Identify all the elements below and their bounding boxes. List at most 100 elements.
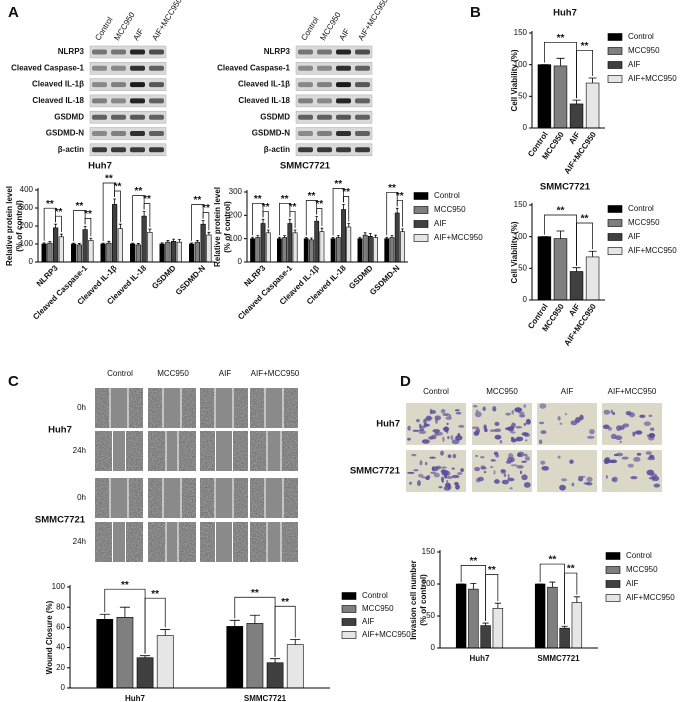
bar — [400, 231, 405, 263]
bar — [309, 239, 314, 263]
blot-band — [298, 98, 313, 104]
cell-dot — [503, 473, 507, 478]
error-bar — [89, 237, 93, 241]
cell-dot — [632, 431, 636, 437]
protein-label: Cleaved IL-18 — [238, 96, 290, 105]
cell-dot — [569, 459, 574, 464]
blot-band — [317, 131, 332, 136]
wound-gap — [112, 522, 126, 562]
cell-dot — [559, 484, 566, 491]
blot-band — [298, 131, 313, 136]
legend-label: Control — [626, 551, 652, 560]
cell-dot — [425, 415, 432, 422]
blot-band — [336, 147, 351, 153]
cell-dot — [412, 429, 420, 432]
cell-dot — [477, 476, 484, 482]
cell-dot — [452, 453, 457, 459]
significance-bracket — [73, 210, 86, 242]
cell-dot — [603, 409, 611, 415]
bar — [571, 602, 583, 649]
wound-gap — [215, 431, 233, 471]
wound-gap — [265, 388, 283, 428]
error-bar — [54, 223, 58, 228]
chart-title: SMMC7721 — [540, 182, 591, 193]
protein-label: β-actin — [58, 145, 84, 154]
protein-label: GSDMD — [54, 112, 84, 121]
cell-dot — [442, 436, 445, 442]
significance-bracket — [485, 574, 499, 622]
cell-dot — [653, 483, 661, 488]
cell-dot — [451, 439, 460, 445]
cell-dot — [538, 421, 545, 425]
cell-dot — [483, 471, 487, 474]
cell-dot — [540, 430, 547, 435]
blot-band — [355, 65, 370, 71]
cell-dot — [428, 436, 434, 440]
legend-swatch — [413, 234, 429, 242]
error-bar — [588, 250, 597, 257]
cell-dot — [539, 439, 543, 445]
blot-band — [336, 114, 351, 120]
cell-dot — [571, 482, 575, 487]
blot-band — [317, 114, 332, 120]
cell-dot — [615, 435, 623, 441]
protein-label: β-actin — [264, 145, 290, 154]
bar — [384, 238, 390, 263]
cell-dot — [646, 469, 655, 476]
cell-dot — [429, 456, 437, 459]
cell-dot — [501, 479, 509, 485]
cell-dot — [440, 409, 446, 414]
bar — [277, 238, 282, 263]
blot-band — [355, 82, 370, 88]
cell-dot — [492, 406, 497, 412]
cell-dot — [458, 424, 465, 428]
legend-swatch — [341, 592, 357, 600]
blot-band — [149, 131, 164, 136]
bar — [553, 238, 568, 301]
cell-dot — [630, 476, 638, 480]
legend-swatch — [605, 594, 621, 602]
y-tick-label: 300 — [229, 187, 243, 196]
cell-dot — [523, 432, 530, 437]
significance-label: ** — [75, 201, 83, 212]
invasion-image — [537, 403, 597, 445]
cell-dot — [443, 426, 449, 432]
wound-gap — [163, 388, 181, 428]
cell-dot — [523, 482, 531, 488]
blot-band — [298, 82, 313, 88]
significance-label: ** — [315, 199, 323, 210]
significance-label: ** — [143, 194, 151, 205]
bar — [106, 242, 112, 263]
cell-dot — [619, 440, 622, 444]
significance-label: ** — [281, 597, 289, 608]
cell-dot — [440, 450, 444, 456]
legend-label: AIF+MCC950 — [362, 630, 411, 639]
significance-bracket — [144, 597, 166, 654]
error-bar — [160, 242, 164, 244]
significance-bracket — [386, 191, 398, 236]
row-label: 0h — [77, 493, 86, 502]
cell-dot — [433, 472, 440, 478]
error-bar — [249, 614, 260, 624]
protein-label: NLRP3 — [58, 47, 85, 56]
column-label: MCC950 — [157, 369, 189, 378]
panel-label: A — [8, 4, 19, 21]
cell-dot — [456, 472, 463, 475]
bar — [569, 271, 584, 301]
cell-dot — [451, 474, 460, 479]
error-bar — [347, 223, 351, 227]
blot-band — [336, 98, 351, 104]
blot-band — [149, 114, 164, 120]
row-label: 0h — [77, 403, 86, 412]
cell-dot — [635, 430, 643, 435]
wound-gap — [166, 431, 178, 471]
blot-band — [130, 65, 145, 71]
bar — [71, 243, 77, 263]
significance-label: ** — [202, 203, 210, 214]
y-tick-label: 150 — [422, 547, 436, 556]
bar — [341, 209, 346, 263]
blot-band — [111, 49, 126, 55]
significance-label: ** — [55, 207, 63, 218]
axis — [531, 31, 605, 129]
legend-swatch — [341, 631, 357, 639]
